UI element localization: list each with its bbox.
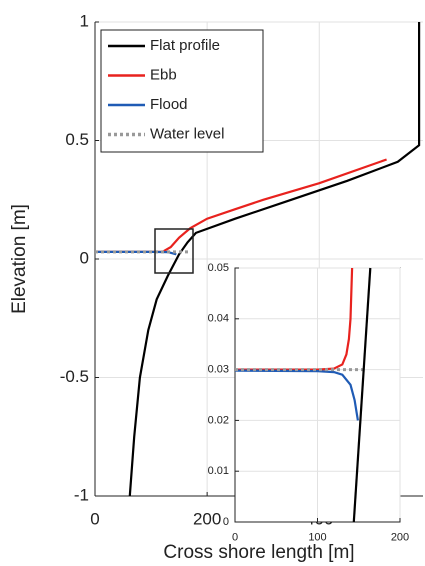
y-tick-label: 0	[80, 248, 89, 267]
x-axis-title: Cross shore length [m]	[163, 542, 354, 563]
x-tick-label: 0	[232, 531, 238, 543]
y-axis-title: Elevation [m]	[9, 204, 30, 314]
series-line	[234, 369, 359, 421]
x-tick-label: 0	[90, 509, 99, 528]
y-tick-label: 0.01	[208, 465, 229, 477]
y-tick-label: -0.5	[60, 367, 89, 386]
series-line	[128, 22, 421, 497]
legend-label: Ebb	[150, 66, 177, 83]
y-tick-label: 0.03	[208, 364, 229, 376]
y-tick-label: 0.02	[208, 414, 229, 426]
y-tick-label: -1	[74, 485, 89, 504]
legend-label: Water level	[150, 125, 224, 142]
zoom-box	[154, 228, 194, 274]
x-tick-label: 200	[193, 509, 221, 528]
x-tick-label: 100	[308, 531, 326, 543]
y-tick-label: 0.5	[65, 130, 89, 149]
x-tick-label: 200	[391, 531, 409, 543]
legend-label: Flat profile	[150, 37, 220, 54]
legend-label: Flood	[150, 96, 188, 113]
series-line	[95, 250, 177, 256]
legend-box	[100, 29, 264, 153]
series-line	[95, 158, 387, 253]
y-tick-label: 0.04	[208, 313, 229, 325]
y-tick-label: 0	[223, 516, 229, 528]
series-line	[352, 267, 372, 523]
y-tick-label: 1	[80, 11, 89, 30]
y-tick-label: 0.05	[208, 262, 229, 274]
